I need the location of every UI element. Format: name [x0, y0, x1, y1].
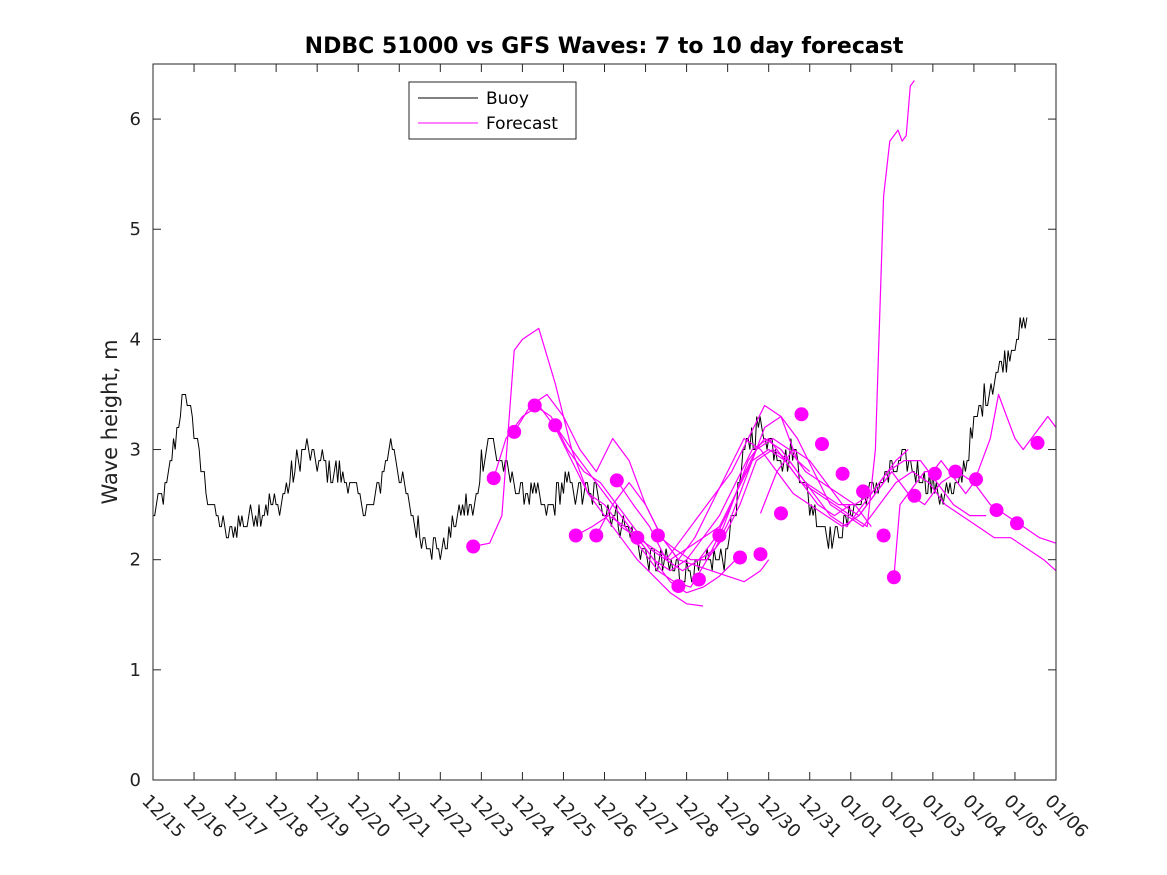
forecast-marker [691, 572, 706, 587]
forecast-marker [548, 418, 563, 433]
x-tick-label: 12/30 [753, 791, 805, 843]
forecast-marker [886, 570, 901, 585]
markers-layer [466, 398, 1045, 594]
forecast-marker [989, 503, 1004, 518]
forecast-line-11 [698, 415, 1057, 572]
chart-title: NDBC 51000 vs GFS Waves: 7 to 10 day for… [305, 34, 904, 59]
y-axis: 0 1 2 3 4 5 6 [130, 109, 1056, 791]
x-tick-label: 12/20 [343, 791, 395, 843]
legend: Buoy Forecast [408, 81, 577, 140]
forecast-marker [527, 398, 542, 413]
legend-buoy-label: Buoy [486, 89, 529, 109]
forecast-marker [835, 466, 850, 481]
forecast-marker [907, 488, 922, 503]
x-axis: 12/1512/1612/1712/1812/1912/2012/2112/22… [137, 64, 1092, 842]
series-layer [153, 80, 1057, 607]
y-tick-label: 4 [130, 329, 141, 350]
forecast-marker [507, 424, 522, 439]
forecast-marker [650, 528, 665, 543]
x-tick-label: 01/06 [1040, 791, 1092, 843]
x-tick-label: 12/23 [466, 791, 518, 843]
x-tick-label: 01/05 [999, 791, 1051, 843]
y-tick-label: 0 [130, 770, 141, 791]
forecast-marker [753, 547, 768, 562]
forecast-marker [609, 473, 624, 488]
x-tick-label: 01/04 [958, 791, 1010, 843]
forecast-marker [969, 472, 983, 487]
forecast-marker [671, 579, 686, 594]
x-tick-label: 12/22 [425, 791, 477, 843]
y-tick-label: 2 [130, 550, 141, 571]
x-tick-label: 12/24 [507, 791, 559, 843]
forecast-marker [774, 506, 788, 521]
x-tick-label: 12/28 [671, 791, 723, 843]
legend-forecast-label: Forecast [486, 114, 558, 134]
forecast-marker [794, 407, 809, 422]
y-tick-label: 6 [130, 109, 141, 130]
forecast-marker [466, 539, 481, 554]
x-tick-label: 12/17 [220, 791, 272, 843]
x-tick-label: 12/26 [589, 791, 641, 843]
forecast-marker [948, 464, 963, 479]
x-tick-label: 12/16 [178, 791, 230, 843]
forecast-marker [733, 550, 747, 565]
forecast-marker [927, 466, 942, 481]
x-tick-label: 12/18 [261, 791, 313, 843]
buoy-line [153, 317, 1028, 583]
plot-frame [152, 63, 1057, 781]
x-tick-label: 12/21 [384, 791, 436, 843]
x-tick-label: 12/27 [630, 791, 682, 843]
x-tick-label: 12/15 [137, 791, 189, 843]
forecast-marker [1030, 435, 1045, 450]
forecast-marker [856, 484, 871, 499]
forecast-marker [568, 528, 583, 543]
x-tick-label: 12/19 [302, 791, 354, 843]
forecast-line-8 [616, 437, 909, 572]
forecast-marker [486, 471, 501, 486]
y-tick-label: 1 [130, 660, 141, 681]
y-axis-label: Wave height, m [98, 339, 122, 504]
x-tick-label: 01/02 [876, 791, 928, 843]
legend-box [408, 81, 577, 140]
x-tick-label: 12/29 [712, 791, 764, 843]
forecast-line-6 [575, 437, 872, 588]
x-tick-label: 12/25 [548, 791, 600, 843]
x-tick-label: 01/03 [917, 791, 969, 843]
forecast-marker [589, 528, 604, 543]
y-tick-label: 3 [130, 440, 141, 461]
x-tick-label: 01/01 [835, 791, 887, 843]
forecast-line-7 [595, 437, 893, 561]
forecast-marker [876, 528, 891, 543]
forecast-line-9 [636, 80, 915, 572]
forecast-marker [1010, 516, 1024, 531]
forecast-marker [630, 530, 645, 545]
x-tick-label: 12/31 [794, 791, 846, 843]
forecast-marker [712, 528, 727, 543]
forecast-marker [815, 437, 829, 451]
y-tick-label: 5 [130, 219, 141, 240]
